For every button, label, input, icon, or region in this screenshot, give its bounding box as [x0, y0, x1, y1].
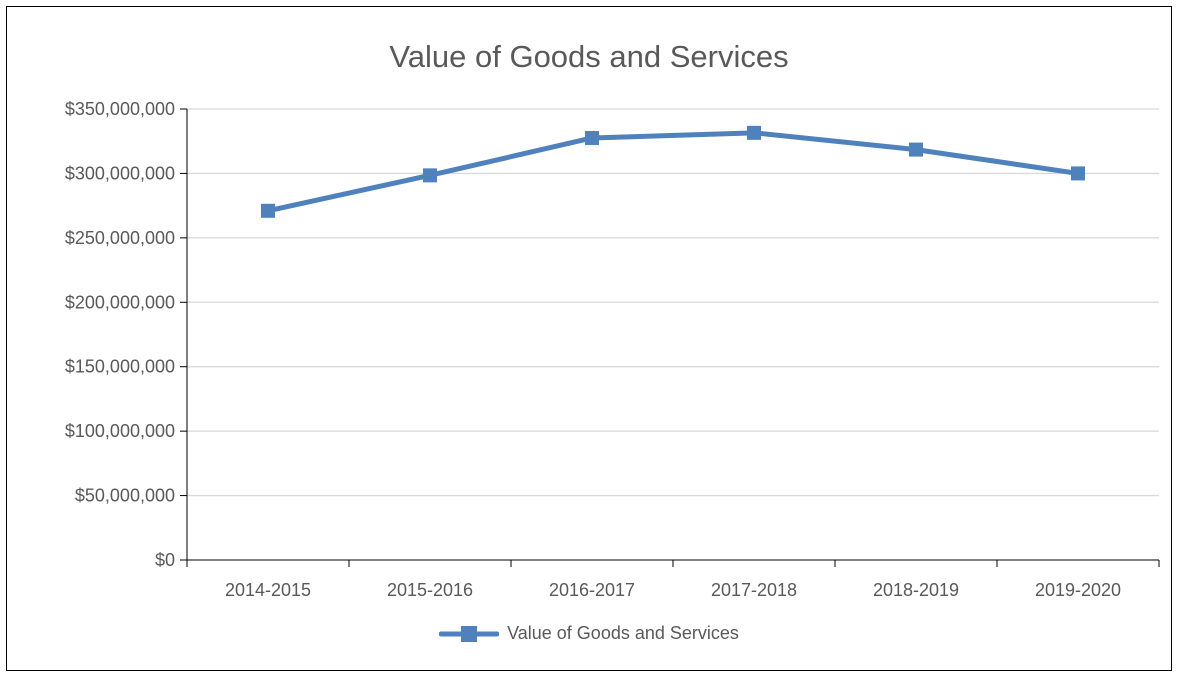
plot-area: $0 $50,000,000 $100,000,000 $150,000,000 $20…: [65, 99, 1160, 600]
x-tick-label: 2014-2015: [225, 580, 311, 600]
y-tick-label: $100,000,000: [65, 421, 175, 441]
x-tick-label: 2019-2020: [1035, 580, 1121, 600]
y-tick-label: $300,000,000: [65, 163, 175, 183]
x-tick-label: 2018-2019: [873, 580, 959, 600]
chart-frame: Value of Goods and Services $0 $50,000,00…: [6, 6, 1172, 671]
legend: Value of Goods and Services: [7, 623, 1171, 644]
data-point-marker: [747, 125, 761, 140]
data-point-marker: [261, 203, 275, 218]
chart-title: Value of Goods and Services: [389, 39, 789, 74]
y-tick-label: $50,000,000: [75, 486, 175, 506]
legend-label: Value of Goods and Services: [507, 623, 739, 643]
y-tick-label: $200,000,000: [65, 292, 175, 312]
x-tick-label: 2016-2017: [549, 580, 635, 600]
data-point-marker: [909, 142, 923, 157]
y-tick-label: $250,000,000: [65, 228, 175, 248]
series-line: [265, 130, 1081, 214]
data-point-marker: [423, 168, 437, 183]
y-tick-label: $150,000,000: [65, 357, 175, 377]
y-tick-label: $350,000,000: [65, 99, 175, 119]
data-point-marker: [1071, 166, 1085, 181]
y-tick-label: $0: [155, 550, 175, 570]
x-tick-label: 2015-2016: [387, 580, 473, 600]
legend-line-marker-icon: [439, 625, 500, 642]
data-point-marker: [585, 130, 599, 145]
x-tick-label: 2017-2018: [711, 580, 797, 600]
